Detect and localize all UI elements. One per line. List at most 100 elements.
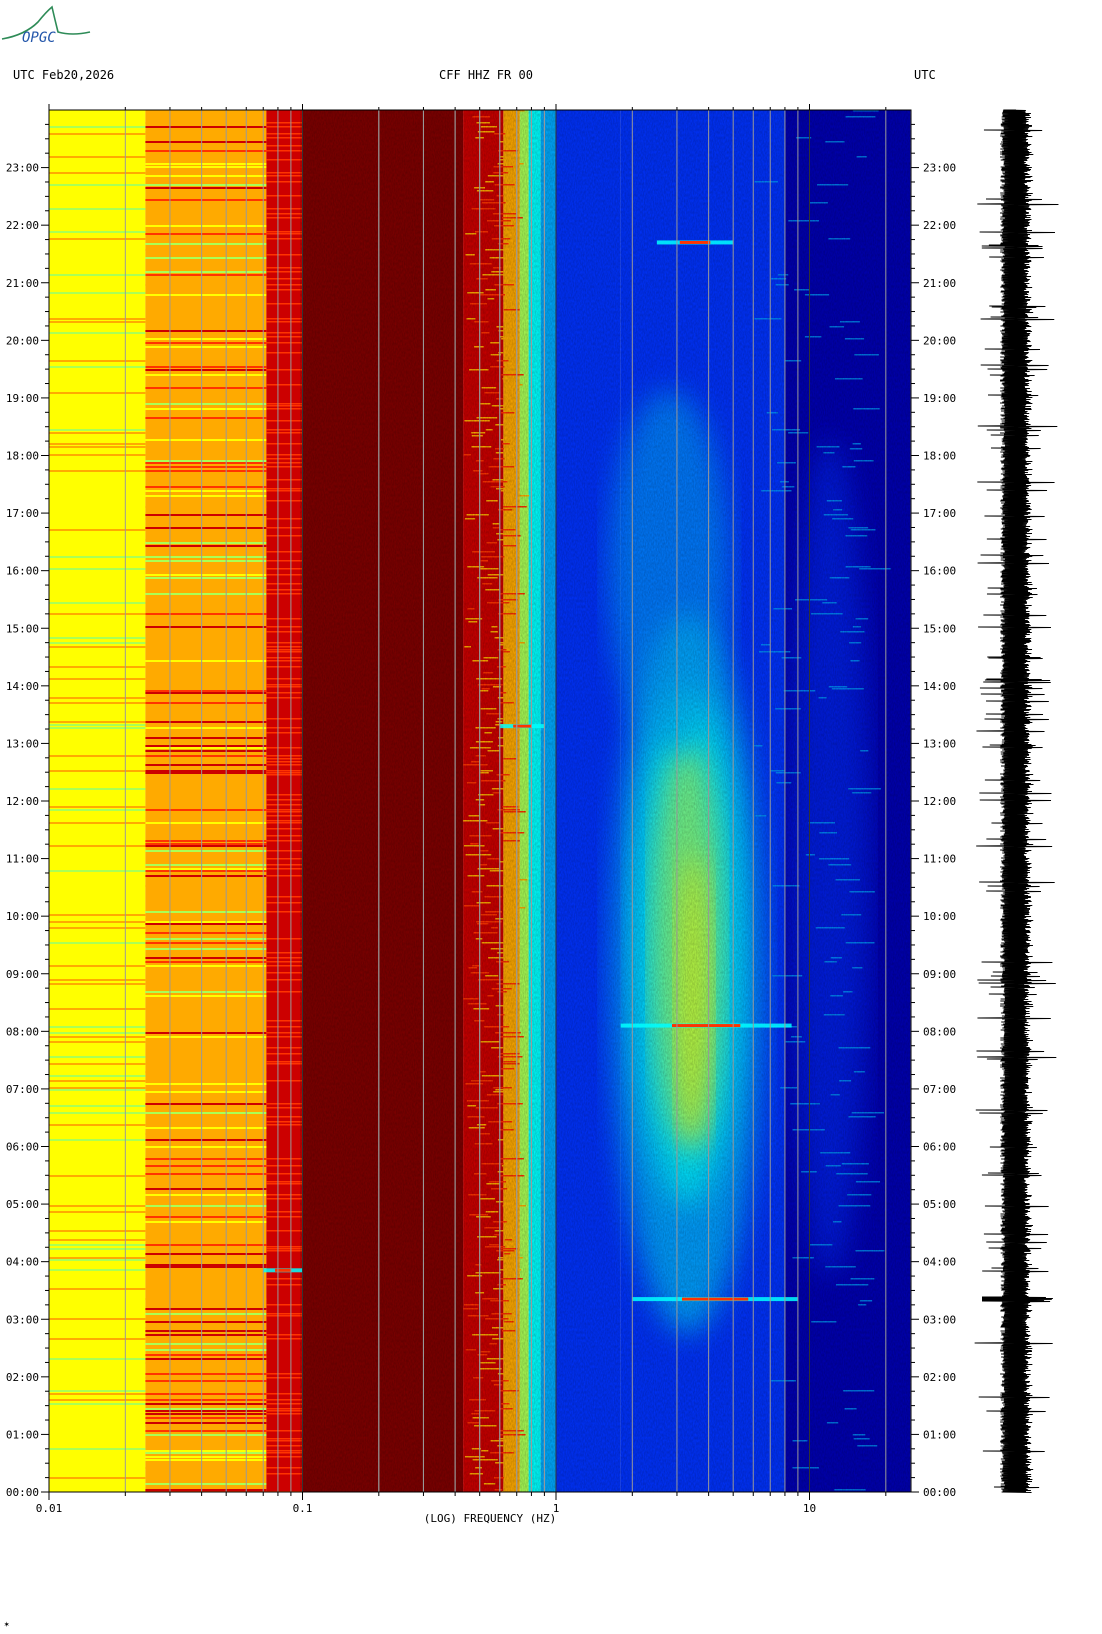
y-tick-label: 18:00 [6,450,39,463]
stripe [145,225,267,227]
stripe [49,727,146,729]
stripe [266,1080,303,1082]
event-core [681,1297,749,1301]
stripe [266,458,303,460]
stripe [145,1330,267,1332]
stripe [145,150,267,152]
stripe [49,666,146,668]
stripe [145,506,267,508]
stripe [49,1036,146,1038]
y-tick-label: 10:00 [6,910,39,923]
stripe [49,318,146,320]
stripe [49,429,146,431]
stripe [145,1483,267,1485]
stripe [49,1448,146,1450]
stripe [145,991,267,993]
stripe [266,1194,303,1196]
event-core [513,724,532,728]
stripe [266,1124,303,1126]
stripe [266,1304,303,1306]
stripe [49,979,146,981]
stripe [145,809,267,811]
stripe [145,490,267,492]
stripe [49,788,146,790]
stripe [266,1032,303,1034]
x-tick-label: 1 [553,1502,560,1515]
stripe [266,1211,303,1213]
stripe [145,403,267,405]
stripe [145,1434,267,1436]
stripe [49,238,146,240]
event-lines [263,240,798,1302]
stripe [266,1315,303,1317]
stripe [145,1408,267,1410]
event-core [275,1268,291,1272]
stripe [145,1253,267,1255]
stripe [266,1181,303,1183]
stripe [266,957,303,959]
stripe [266,952,303,954]
stripe [49,446,146,448]
stripe [266,1473,303,1475]
stripe [145,126,267,128]
stripe [145,560,267,562]
stripe [266,965,303,967]
stripe [49,1239,146,1241]
stripe [49,721,146,723]
stripe [49,646,146,648]
stripe [49,1056,146,1058]
y-tick-label: 20:00 [923,334,956,347]
stripe [266,820,303,822]
stripe [145,1362,267,1364]
stripe [145,1127,267,1129]
y-tick-label: 08:00 [6,1025,39,1038]
stripe [49,292,146,294]
stripe [49,914,146,916]
footer-mark: ✶ [4,1620,10,1630]
stripe [49,678,146,680]
stripe [145,1158,267,1160]
stripe [49,443,146,445]
stripe [145,1216,267,1218]
stripe [266,1216,303,1218]
y-tick-label: 10:00 [923,910,956,923]
stripe [145,338,267,340]
stripe [145,1244,267,1246]
stripe [145,1430,267,1432]
stripe [266,1250,303,1252]
stripe [145,249,267,251]
stripe [266,1430,303,1432]
stripe [145,727,267,729]
stripe [145,1103,267,1105]
stripe [49,1124,146,1126]
stripe [49,1205,146,1207]
stripe [145,184,267,186]
y-tick-label: 07:00 [923,1083,956,1096]
header-left-label: UTC Feb20,2026 [13,68,115,82]
stripe [145,1188,267,1190]
stripe [49,809,146,811]
stripe [145,539,267,541]
stripe [266,642,303,644]
stripe [266,126,303,128]
stripe [145,868,267,870]
y-tick-label: 20:00 [6,334,39,347]
y-tick-label: 18:00 [923,450,956,463]
stripe [266,405,303,407]
stripe [266,518,303,520]
stripe [266,651,303,653]
stripe [266,804,303,806]
stripe [49,637,146,639]
y-tick-label: 13:00 [6,737,39,750]
stripe [49,697,146,699]
stripe [266,850,303,852]
y-tick-label: 07:00 [6,1083,39,1096]
stripe [49,1403,146,1405]
stripe [145,692,267,694]
stripe [266,403,303,405]
stripe [266,938,303,940]
stripe [266,1445,303,1447]
stripe [145,1266,267,1268]
stripe [145,199,267,201]
stripe [266,902,303,904]
